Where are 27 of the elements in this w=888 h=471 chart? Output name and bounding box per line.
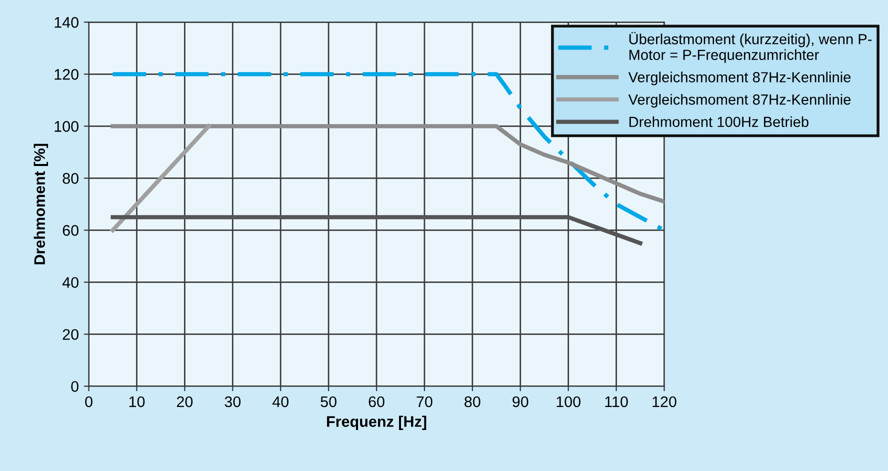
y-tick-label: 120 xyxy=(54,69,78,80)
x-tick-label: 70 xyxy=(416,396,432,408)
x-tick-label: 120 xyxy=(652,396,676,408)
y-tick-label: 100 xyxy=(54,121,78,132)
x-tick-label: 100 xyxy=(556,396,580,408)
x-tick-label: 90 xyxy=(512,396,528,408)
x-tick-label: 60 xyxy=(368,396,384,408)
y-tick-label: 60 xyxy=(62,225,78,236)
legend-label: Vergleichsmoment 87Hz-Kennlinie xyxy=(628,94,851,108)
x-tick-label: 0 xyxy=(85,396,92,408)
x-tick-label: 110 xyxy=(605,396,628,408)
legend-label: Überlastmoment (kurzzeitig), wenn P- Motor = P-Frequenzumrichter xyxy=(629,32,872,63)
x-tick-label: 50 xyxy=(320,396,336,408)
x-tick-label: 10 xyxy=(129,396,145,408)
y-tick-label: 0 xyxy=(71,381,78,392)
x-tick-label: 30 xyxy=(224,396,241,408)
y-tick-label: 20 xyxy=(62,329,78,340)
y-axis-title: Drehmoment [%] xyxy=(34,144,48,264)
legend-label: Drehmoment 100Hz Betrieb xyxy=(629,116,808,128)
x-tick-label: 20 xyxy=(176,396,193,408)
x-tick-label: 40 xyxy=(272,396,289,408)
y-tick-label: 40 xyxy=(62,277,78,288)
x-axis-title: Frequenz [Hz] xyxy=(327,416,426,430)
legend-label: Vergleichsmoment 87Hz-Kennlinie xyxy=(628,72,851,86)
x-tick-label: 80 xyxy=(464,396,480,408)
y-tick-label: 140 xyxy=(54,17,78,28)
y-tick-label: 80 xyxy=(62,173,78,184)
